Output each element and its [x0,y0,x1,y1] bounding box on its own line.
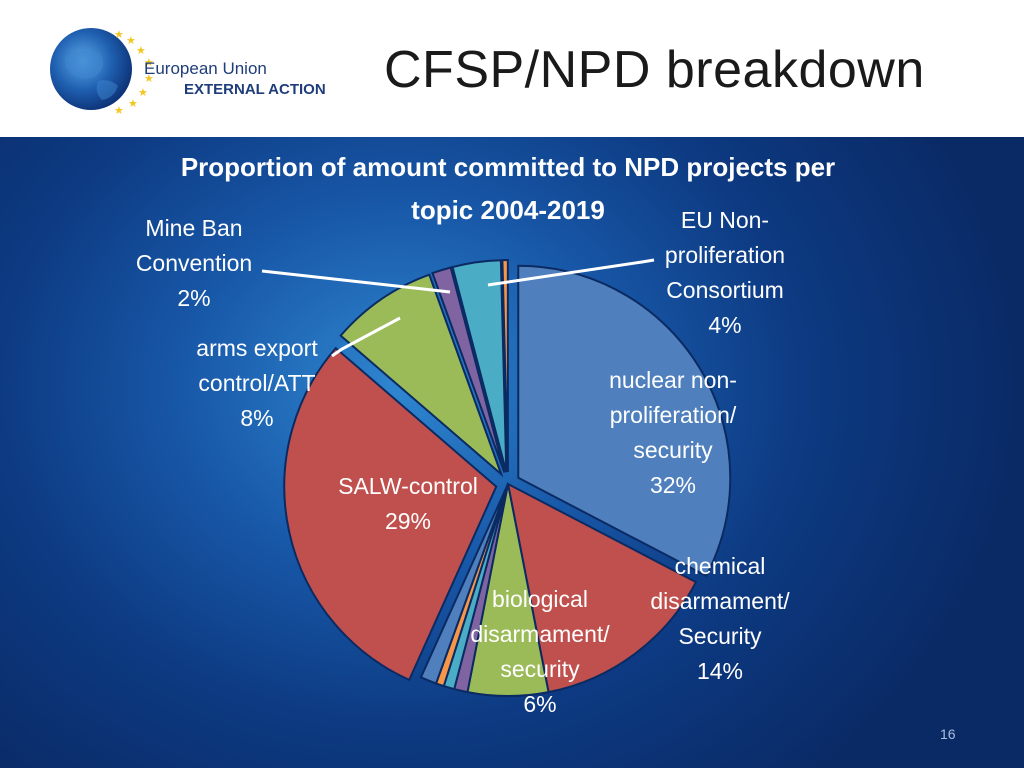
slice-labels: nuclear non-proliferation/security 32% che… [136,207,790,717]
slice-label: Security [678,623,762,649]
slice-label: disarmament/ [650,588,790,614]
pie-slice [506,482,698,694]
slice-label: 4% [708,312,741,338]
pie-slice [283,346,498,682]
slice-label: chemical [675,553,766,579]
slice-label: control/ATT [198,370,315,396]
eu-external-action-logo: ★ ★ ★ ★ ★ ★ ★ ★ European Union EXTERNAL … [50,28,326,116]
svg-text:★: ★ [144,72,154,85]
leader-line [261,269,451,294]
svg-text:★: ★ [128,97,138,110]
chart-title-line: Proportion of amount committed to NPD pr… [181,152,835,182]
svg-text:★: ★ [138,86,148,99]
slice-label: security [633,437,713,463]
page-title: CFSP/NPD breakdown [384,41,925,99]
pie-slice [339,273,504,478]
pie-slice [431,266,506,473]
chart-title: Proportion of amount committed to NPD pr… [181,152,835,225]
logo-text-line2: EXTERNAL ACTION [184,81,326,98]
pie-slices [283,259,732,697]
slice-label: 6% [523,691,556,717]
leader-line [331,316,401,358]
slice-label: EU Non- [681,207,769,233]
slice-label: Consortium [666,277,784,303]
slice-label: biological [492,586,588,612]
slice-label: proliferation [665,242,785,268]
leader-line [487,258,655,287]
page-number: 16 [940,726,956,742]
slide-header: ★ ★ ★ ★ ★ ★ ★ ★ European Union EXTERNAL … [0,0,1024,137]
svg-text:★: ★ [114,104,124,116]
slice-label: nuclear non- [609,367,737,393]
slice-label: 14% [697,658,743,684]
slice-label: 2% [177,285,210,311]
slice-label: 8% [240,405,273,431]
svg-text:★: ★ [126,34,136,47]
pie-slice [501,259,509,473]
slice-label: arms export [196,335,318,361]
slice-label: disarmament/ [470,621,610,647]
logo-text-line1: European Union [144,59,267,78]
svg-text:★: ★ [144,56,154,69]
slice-label: 29% [385,508,431,534]
slice-label: SALW-control [338,473,478,499]
svg-text:★: ★ [136,44,146,57]
label-leader-lines [261,258,655,358]
eu-stars-icon: ★ ★ ★ ★ ★ ★ ★ ★ [114,28,154,116]
slice-label: Mine Ban [145,215,242,241]
pie-slice [419,483,509,685]
svg-text:★: ★ [114,28,124,41]
slice-label: proliferation/ [610,402,737,428]
slice-label: 32% [650,472,696,498]
slice-label: security [500,656,580,682]
slice-label: Convention [136,250,252,276]
chart-title-line: topic 2004-2019 [411,195,605,225]
pie-slice [451,259,508,473]
